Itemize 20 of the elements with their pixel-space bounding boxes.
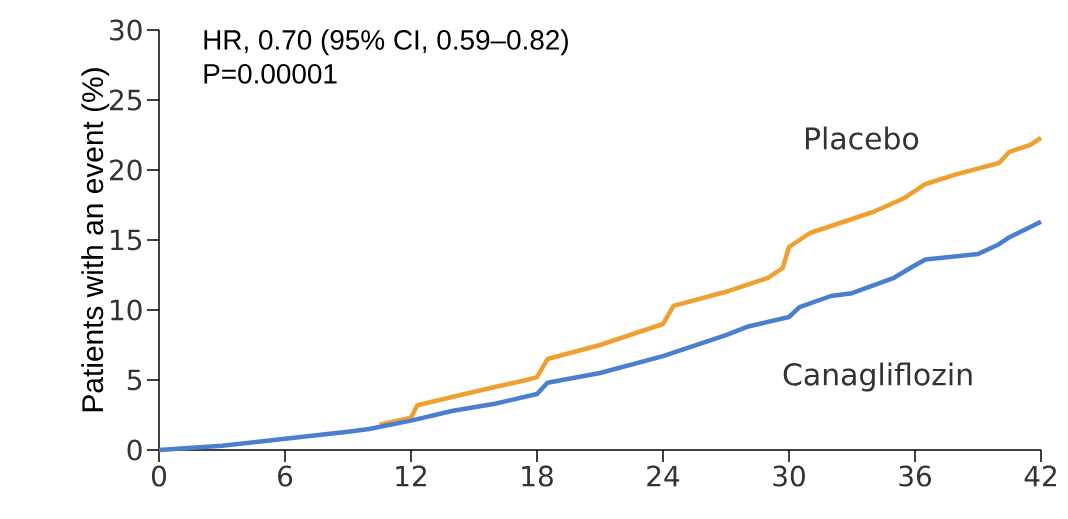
y-tick-label: 10 xyxy=(111,299,142,321)
x-tick-label: 36 xyxy=(899,465,931,487)
y-tick-label: 30 xyxy=(110,19,142,41)
x-tick-label: 6 xyxy=(278,465,293,487)
series-label: Canagliflozin xyxy=(783,362,972,392)
y-tick-label: 25 xyxy=(110,89,142,111)
x-tick-label: 12 xyxy=(396,465,426,487)
y-tick-label: 15 xyxy=(111,229,142,251)
x-tick-label: 0 xyxy=(151,465,167,487)
y-axis-title: Patients with an event (%) xyxy=(81,68,110,412)
y-tick-label: 20 xyxy=(110,159,142,181)
x-tick-label: 24 xyxy=(647,465,680,487)
y-tick-label: 0 xyxy=(127,439,142,461)
x-tick-label: 30 xyxy=(773,465,805,487)
x-tick-label: 42 xyxy=(1024,465,1056,487)
series-label: Placebo xyxy=(805,126,919,150)
y-tick-label: 5 xyxy=(127,369,142,391)
annotation: P=0.00001 xyxy=(204,63,337,84)
annotation: HR, 0.70 (95% CI, 0.59–0.82) xyxy=(204,29,568,56)
x-tick-label: 18 xyxy=(522,465,553,487)
